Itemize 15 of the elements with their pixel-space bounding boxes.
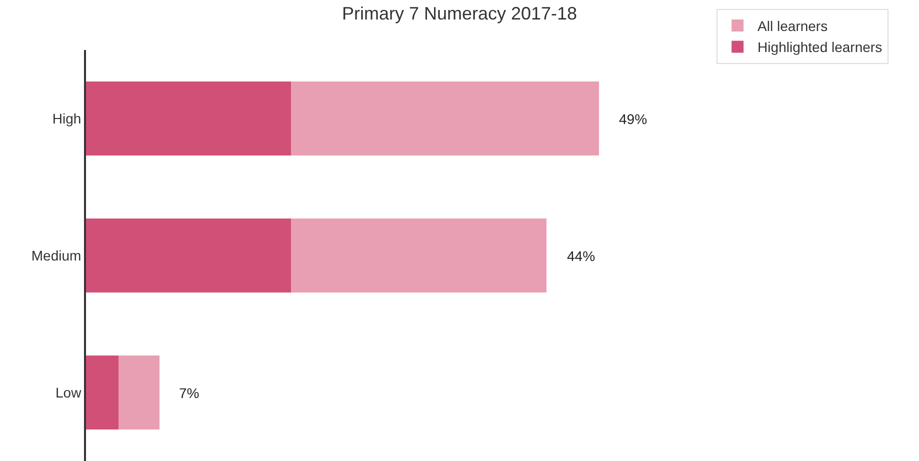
chart-title: Primary 7 Numeracy 2017-18 — [342, 4, 578, 24]
y-tick-label: High — [52, 110, 82, 126]
legend-label: Highlighted learners — [758, 39, 882, 56]
bar — [86, 356, 118, 430]
bar — [291, 218, 547, 292]
bar — [291, 82, 599, 156]
y-tick-label: Medium — [31, 247, 82, 264]
annotation: 49% — [619, 111, 648, 127]
bar — [86, 82, 292, 156]
annotation: 44% — [567, 248, 596, 264]
y-tick-label: Low — [56, 384, 82, 400]
annotation: 7% — [179, 385, 200, 401]
legend-label: All learners — [758, 18, 828, 34]
bar — [86, 218, 292, 292]
bar — [118, 356, 160, 430]
